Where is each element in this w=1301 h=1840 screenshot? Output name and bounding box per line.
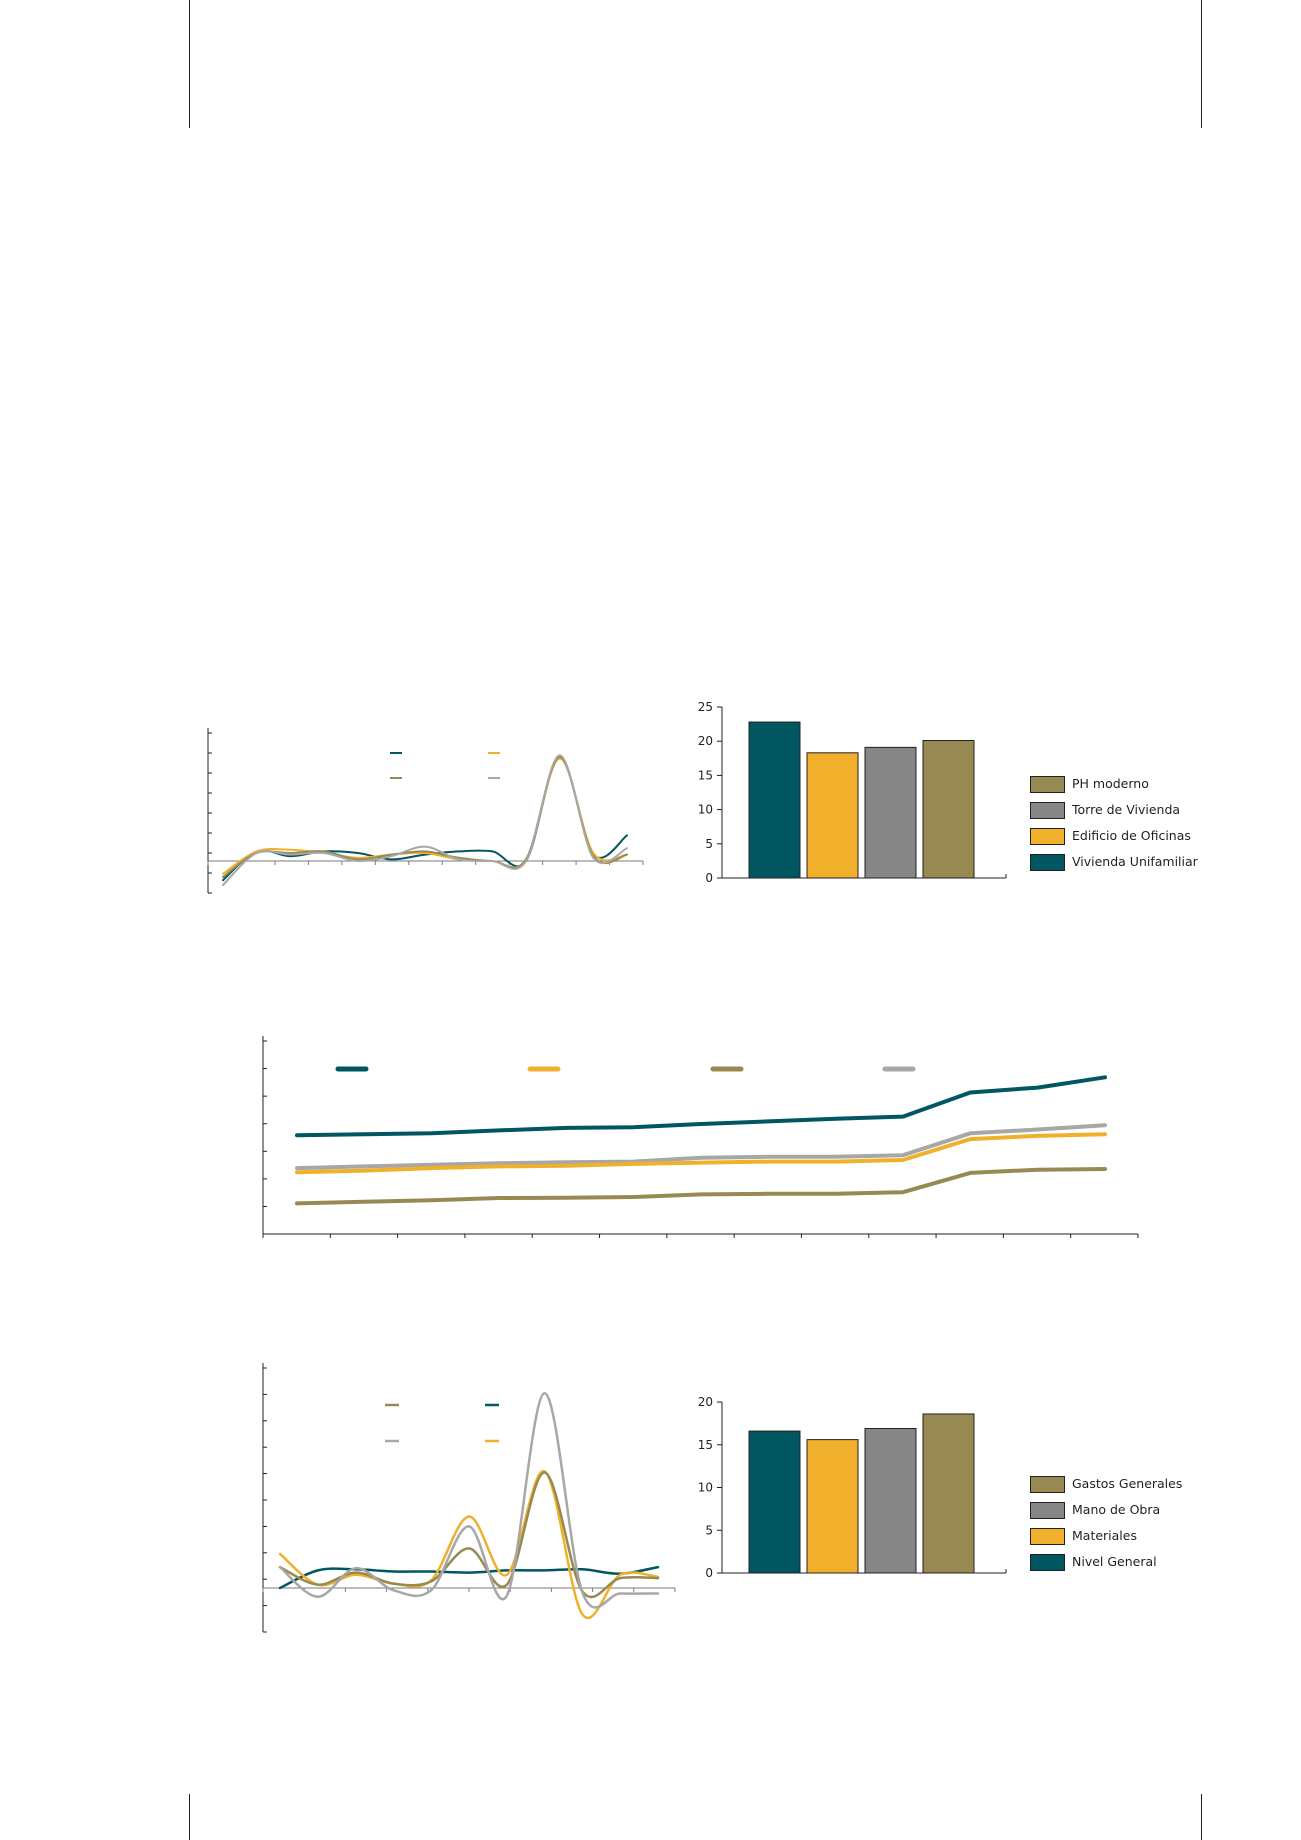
chart2-bar-2 — [864, 746, 917, 879]
chart5-legend-swatch — [1030, 1528, 1065, 1545]
chart5-y-tick-label: 15 — [698, 1438, 713, 1452]
crop-mark-top-left — [189, 0, 190, 128]
chart3-series-0-line — [295, 1075, 1107, 1138]
chart5-legend-item: Gastos Generales — [1030, 1475, 1230, 1497]
chart3-series-1-line — [295, 1123, 1107, 1171]
chart2-legend-label: Vivienda Unifamiliar — [1072, 854, 1198, 869]
crop-mark-bottom-left — [189, 1794, 190, 1840]
chart2-y-tick-label: 0 — [705, 871, 713, 885]
chart2-legend-swatch — [1030, 776, 1065, 793]
chart1-svg — [207, 728, 644, 894]
chart5-legend-item: Materiales — [1030, 1527, 1230, 1549]
chart2-bar-0 — [748, 721, 801, 879]
chart2-legend-item: Edificio de Oficinas — [1030, 827, 1230, 849]
chart5-legend-item: Nivel General — [1030, 1553, 1230, 1575]
chart3-series-3-line — [295, 1167, 1107, 1206]
chart2-panel: 0 5 10 15 20 25 — [680, 700, 1020, 890]
chart2-legend-swatch — [1030, 828, 1065, 845]
chart5-panel: 0 5 10 15 20 — [680, 1395, 1020, 1585]
chart2-legend-label: PH moderno — [1072, 776, 1149, 791]
chart4-series-0-line — [278, 1565, 660, 1590]
chart2-y-tick-label: 20 — [698, 734, 713, 748]
chart2-legend-swatch — [1030, 802, 1065, 819]
chart2-legend-swatch — [1030, 854, 1065, 871]
chart4-series-2-line — [278, 1471, 660, 1599]
chart2-svg: 0 5 10 15 20 25 — [698, 700, 1007, 885]
chart5-legend-label: Materiales — [1072, 1528, 1137, 1543]
chart2-legend-item: Torre de Vivienda — [1030, 801, 1230, 823]
chart5-legend-label: Gastos Generales — [1072, 1476, 1183, 1491]
chart4-series-1-line — [278, 1470, 660, 1619]
chart5-bar-1 — [806, 1439, 859, 1574]
chart1-series-1-line — [222, 757, 628, 875]
chart5-bar-3 — [922, 1413, 975, 1574]
chart4-series-3-line — [278, 1392, 660, 1609]
chart1-series-3-line — [222, 754, 628, 886]
chart5-legend-swatch — [1030, 1502, 1065, 1519]
chart2-legend-label: Torre de Vivienda — [1072, 802, 1181, 817]
chart2-legend: PH moderno Torre de Vivienda Edificio de O… — [1030, 775, 1250, 885]
chart5-legend-item: Mano de Obra — [1030, 1501, 1230, 1523]
chart5-legend-label: Nivel General — [1072, 1554, 1157, 1569]
chart5-bar-2 — [864, 1428, 917, 1574]
chart2-y-tick-label: 15 — [698, 768, 713, 782]
chart5-legend-swatch — [1030, 1554, 1065, 1571]
chart5-y-tick-label: 0 — [705, 1566, 713, 1580]
chart2-y-tick-label: 25 — [698, 700, 713, 714]
chart5-y-tick-label: 10 — [698, 1481, 713, 1495]
chart2-legend-item: PH moderno — [1030, 775, 1230, 797]
chart1-panel — [200, 720, 660, 900]
crop-mark-top-right — [1201, 0, 1202, 128]
chart4-panel — [255, 1360, 676, 1635]
chart5-legend-label: Mano de Obra — [1072, 1502, 1161, 1517]
chart5-svg: 0 5 10 15 20 — [698, 1395, 1007, 1580]
chart5-y-tick-label: 5 — [705, 1523, 713, 1537]
chart5-legend: Gastos Generales Mano de Obra Materiales Ni… — [1030, 1475, 1250, 1585]
chart2-legend-item: Vivienda Unifamiliar — [1030, 853, 1230, 875]
chart2-bar-3 — [922, 740, 975, 879]
chart5-bar-0 — [748, 1430, 801, 1574]
chart3-series-2-line — [295, 1132, 1107, 1175]
chart1-series-2-line — [222, 755, 628, 878]
chart2-bar-1 — [806, 752, 859, 879]
chart5-y-tick-label: 20 — [698, 1395, 713, 1409]
chart3-panel — [255, 1035, 1145, 1250]
chart5-legend-swatch — [1030, 1476, 1065, 1493]
chart4-svg — [262, 1363, 676, 1633]
chart2-legend-label: Edificio de Oficinas — [1072, 828, 1191, 843]
chart2-y-tick-label: 5 — [705, 837, 713, 851]
crop-mark-bottom-right — [1201, 1794, 1202, 1840]
chart1-series-0-line — [222, 756, 628, 882]
chart3-svg — [262, 1036, 1139, 1238]
chart2-y-tick-label: 10 — [698, 803, 713, 817]
